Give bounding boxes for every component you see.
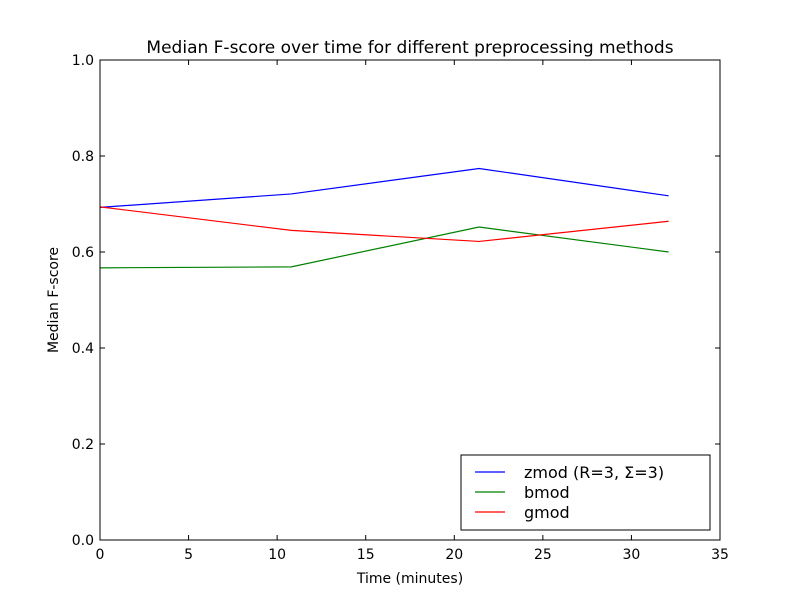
y-tick-label: 0.2 xyxy=(72,437,94,453)
chart-title: Median F-score over time for different p… xyxy=(146,38,673,58)
x-tick-label: 0 xyxy=(96,547,105,563)
series-line-bmod xyxy=(99,226,669,269)
legend-label: gmod xyxy=(524,503,570,522)
x-tick-label: 25 xyxy=(534,547,552,563)
x-axis-label: Time (minutes) xyxy=(356,571,463,587)
legend-box xyxy=(460,454,711,531)
x-tick-label: 15 xyxy=(357,547,375,563)
x-tick-label: 35 xyxy=(711,547,729,563)
x-tick-label: 5 xyxy=(184,547,193,563)
legend-label: zmod (R=3, Σ=3) xyxy=(524,463,664,482)
legend-label: bmod xyxy=(524,483,570,502)
x-tick-label: 30 xyxy=(623,547,641,563)
series-line-zmod xyxy=(99,167,669,208)
plot-frame xyxy=(99,59,721,541)
y-tick-label: 0.0 xyxy=(72,533,94,549)
series-line-gmod xyxy=(99,206,669,243)
y-axis-label: Median F-score xyxy=(46,247,62,353)
x-tick-label: 20 xyxy=(445,547,463,563)
x-tick-label: 10 xyxy=(268,547,286,563)
y-tick-label: 0.6 xyxy=(72,245,94,261)
y-tick-label: 0.8 xyxy=(72,149,94,165)
y-tick-label: 0.4 xyxy=(72,341,94,357)
y-tick-label: 1.0 xyxy=(72,53,94,69)
